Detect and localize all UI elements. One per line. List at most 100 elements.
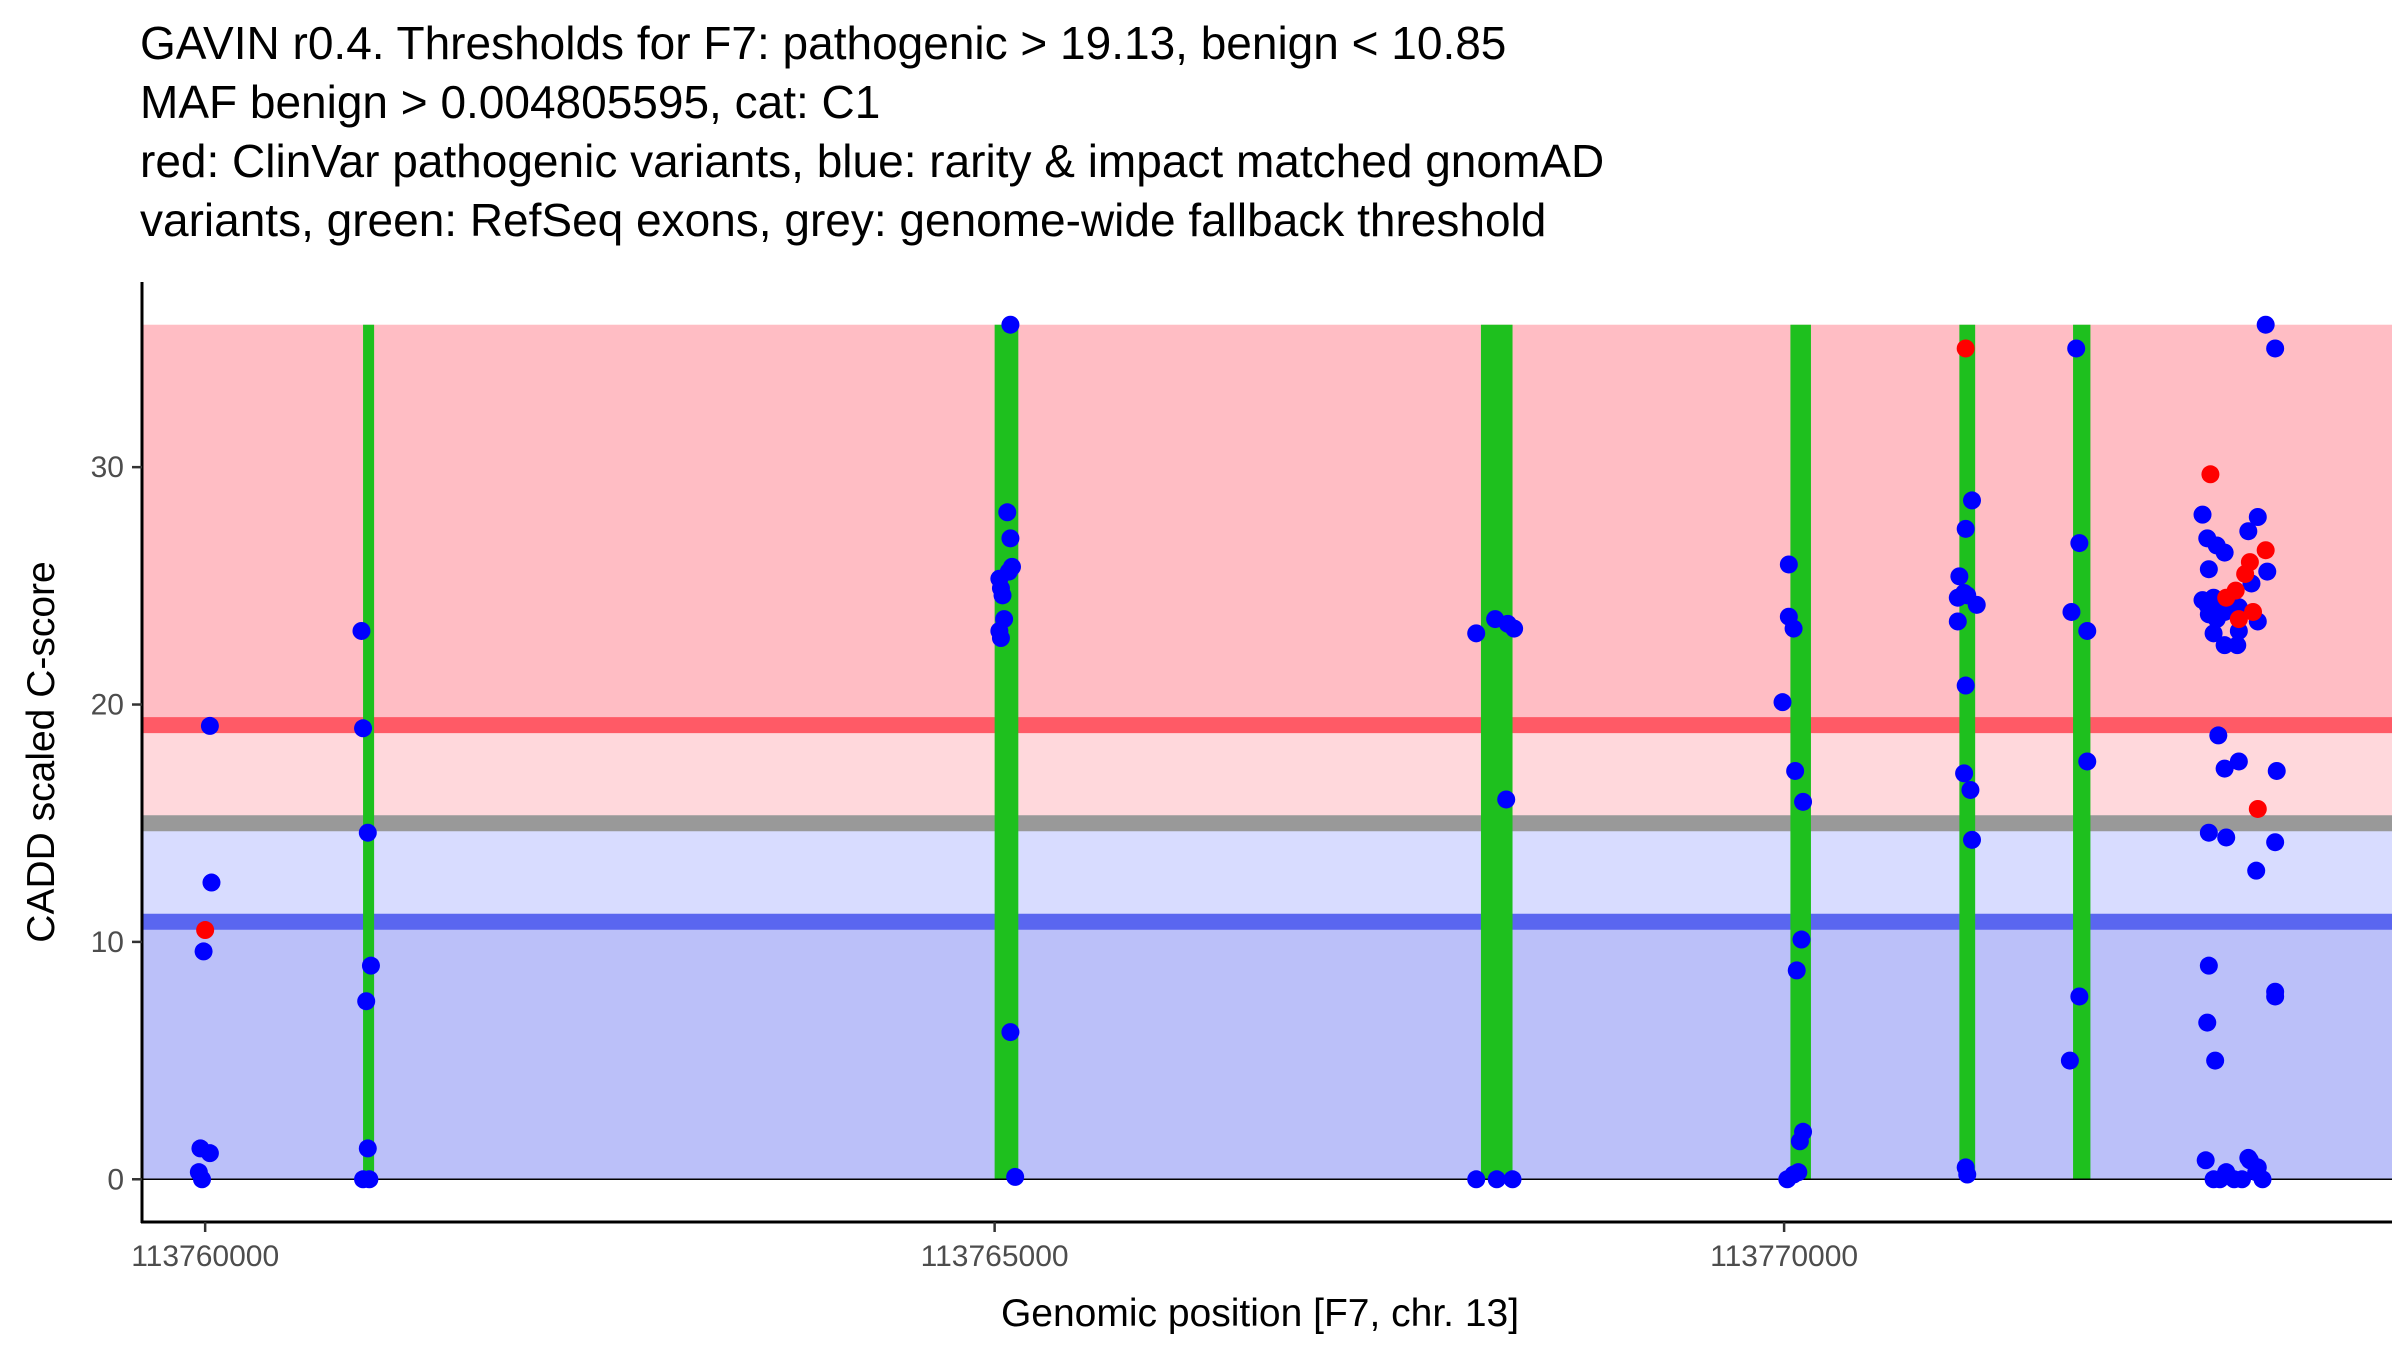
- gnomad-variant-point: [2215, 543, 2234, 562]
- x-tick-label: 113770000: [1710, 1240, 1858, 1273]
- gnomad-variant-point: [2248, 508, 2267, 526]
- gnomad-variant-point: [2258, 562, 2277, 581]
- gnomad-variant-point: [1784, 619, 1803, 638]
- fallback-benign-region: [142, 830, 2392, 922]
- gnomad-variant-point: [999, 562, 1018, 581]
- pathogenic-region: [142, 324, 2392, 726]
- gnomad-variant-point: [1467, 1170, 1486, 1189]
- clinvar-variant-point: [2240, 553, 2259, 572]
- gnomad-variant-point: [2239, 522, 2258, 541]
- benign-region: [142, 921, 2392, 1180]
- gnomad-variant-point: [358, 1139, 377, 1158]
- gnomad-variant-point: [2078, 621, 2097, 640]
- clinvar-variant-point: [2256, 541, 2275, 560]
- x-tick-label: 113760000: [131, 1240, 279, 1273]
- clinvar-variant-point: [2226, 581, 2245, 600]
- gnomad-variant-point: [1773, 693, 1792, 712]
- gnomad-variant-point: [358, 823, 377, 842]
- y-tick-label: 20: [91, 689, 124, 722]
- y-tick-label: 10: [91, 926, 124, 959]
- gnomad-variant-point: [352, 621, 371, 640]
- chart-title: GAVIN r0.4. Thresholds for F7: pathogeni…: [140, 14, 2340, 250]
- gnomad-variant-point: [2215, 759, 2234, 778]
- gnomad-variant-point: [2204, 624, 2223, 643]
- gnomad-variant-point: [200, 716, 219, 735]
- clinvar-variant-point: [2248, 799, 2267, 818]
- clinvar-variant-point: [2201, 465, 2220, 484]
- gnomad-variant-point: [998, 503, 1017, 522]
- gnomad-variant-point: [193, 1170, 211, 1189]
- gnomad-variant-point: [2206, 1051, 2225, 1070]
- gnomad-variant-point: [361, 956, 380, 975]
- gnomad-variant-point: [1497, 790, 1516, 809]
- gnomad-variant-point: [2078, 752, 2097, 771]
- y-tick-label: 0: [107, 1163, 124, 1196]
- gnomad-variant-point: [2193, 505, 2212, 524]
- gnomad-variant-point: [354, 719, 373, 738]
- gnomad-variant-point: [1948, 612, 1967, 631]
- point-layer: [189, 315, 2286, 1189]
- gnomad-variant-point: [1487, 1170, 1506, 1189]
- gnomad-variant-point: [1786, 761, 1805, 780]
- clinvar-variant-point: [196, 921, 215, 940]
- gnomad-variant-point: [2266, 339, 2285, 358]
- gnomad-variant-point: [2267, 761, 2286, 780]
- gnomad-variant-point: [2199, 956, 2218, 975]
- exon-bar: [363, 324, 375, 1180]
- gnomad-variant-point: [1790, 1132, 1809, 1151]
- gnomad-variant-point: [1794, 792, 1813, 811]
- gnomad-variant-point: [1787, 961, 1806, 980]
- fallback-pathogenic-region: [142, 725, 2392, 817]
- gnomad-variant-point: [2266, 833, 2285, 852]
- gnomad-variant-point: [991, 629, 1010, 648]
- title-line-2: MAF benign > 0.004805595, cat: C1: [140, 76, 881, 128]
- gnomad-variant-point: [1505, 619, 1524, 638]
- gnomad-variant-point: [2196, 1151, 2215, 1170]
- gnomad-variant-point: [1963, 830, 1981, 849]
- clinvar-variant-point: [2229, 610, 2248, 629]
- gnomad-variant-point: [2070, 534, 2089, 553]
- clinvar-variant-point: [2244, 602, 2263, 621]
- gnomad-variant-point: [1001, 529, 1020, 548]
- gnomad-variant-point: [2207, 610, 2226, 629]
- gnomad-variant-point: [2228, 636, 2247, 655]
- gnomad-variant-point: [2199, 823, 2218, 842]
- threshold-line-layer: [142, 717, 2392, 930]
- gnomad-variant-point: [2199, 560, 2218, 579]
- exon-bar: [994, 324, 1019, 1180]
- gnomad-variant-point: [2060, 1051, 2079, 1070]
- gnomad-variant-point: [202, 873, 221, 892]
- gnomad-variant-point: [2215, 636, 2234, 655]
- gnomad-variant-point: [1503, 1170, 1522, 1189]
- gnomad-variant-point: [1001, 1023, 1020, 1042]
- gnomad-variant-point: [991, 579, 1010, 598]
- gnomad-variant-point: [1006, 1167, 1025, 1186]
- gnomad-variant-point: [2233, 1170, 2251, 1189]
- gnomad-variant-point: [1784, 1165, 1803, 1184]
- gnomad-variant-point: [1001, 315, 1020, 334]
- gnomad-variant-point: [1950, 567, 1969, 586]
- gnomad-variant-point: [2062, 602, 2081, 621]
- exon-bar: [1480, 324, 1513, 1180]
- gnomad-variant-point: [1958, 1165, 1977, 1184]
- gnomad-variant-point: [360, 1170, 379, 1189]
- x-tick-label: 113765000: [921, 1240, 1069, 1273]
- gnomad-variant-point: [194, 942, 213, 961]
- gnomad-variant-point: [1956, 676, 1975, 695]
- y-axis-title: CADD scaled C-score: [20, 561, 63, 942]
- axes-layer: 0 10 20 30 113760000 113765000 113770000: [91, 282, 2392, 1273]
- gnomad-variant-point: [2229, 752, 2248, 771]
- gnomad-variant-point: [1792, 930, 1811, 949]
- exon-bar: [1959, 324, 1976, 1180]
- gnomad-variant-point: [1467, 624, 1486, 643]
- gnomad-variant-point: [2266, 987, 2285, 1006]
- title-line-4: variants, green: RefSeq exons, grey: gen…: [140, 194, 1547, 246]
- gnomad-variant-point: [2247, 861, 2266, 880]
- gnomad-variant-point: [1967, 595, 1986, 614]
- gnomad-variant-point: [2248, 1158, 2267, 1177]
- clinvar-variant-point: [1956, 339, 1975, 358]
- y-tick-label: 30: [91, 451, 124, 484]
- gnomad-variant-point: [1956, 519, 1975, 538]
- gnomad-variant-point: [1779, 555, 1798, 574]
